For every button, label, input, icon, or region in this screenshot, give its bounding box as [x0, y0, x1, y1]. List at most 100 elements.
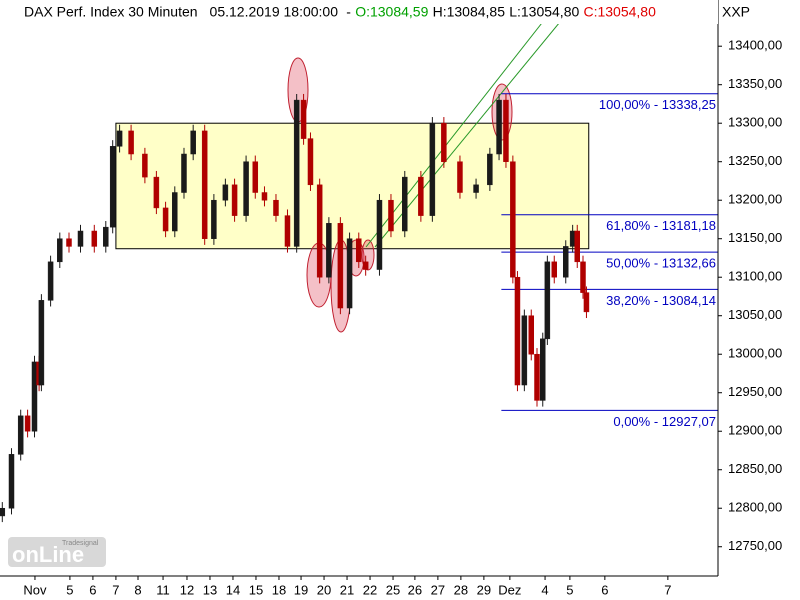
candle-body	[346, 238, 353, 309]
box-layer	[115, 122, 590, 250]
candle-body	[514, 276, 521, 386]
candle-body	[8, 454, 15, 509]
candle-body	[284, 215, 291, 247]
x-tick-label: 27	[431, 582, 445, 597]
y-tick-label: 13200,00	[728, 192, 782, 207]
candle-body	[172, 192, 178, 232]
candle-body	[563, 246, 569, 278]
candle-body	[66, 238, 72, 247]
y-tick-label: 13050,00	[728, 307, 782, 322]
candle-body	[551, 261, 558, 278]
quote-value: L:13054,80	[509, 4, 579, 20]
x-tick-label: 5	[66, 582, 73, 597]
logo-brand: Tradesignal	[62, 540, 99, 547]
candle-body	[337, 223, 344, 309]
logo-bg	[8, 537, 106, 567]
x-tick-label: 26	[408, 582, 422, 597]
x-tick-label: 18	[272, 582, 286, 597]
candle-body	[362, 261, 369, 270]
x-tick-label: 20	[317, 582, 331, 597]
quote-value: H:13084,85	[433, 4, 506, 20]
candle-body	[580, 261, 586, 293]
fib-label: 38,20% - 13084,14	[606, 293, 716, 308]
x-tick-label: 19	[294, 582, 308, 597]
candle-body	[77, 230, 84, 247]
candle-body	[31, 361, 38, 432]
candle-body	[181, 153, 187, 193]
y-tick-label: 12950,00	[728, 384, 782, 399]
candle-body	[116, 130, 123, 147]
candle-body	[222, 184, 229, 201]
candle-body	[162, 207, 169, 232]
x-tick-label: 8	[134, 582, 141, 597]
symbol: XXP	[722, 4, 750, 20]
candle-body	[38, 300, 45, 386]
trendline	[365, 0, 561, 248]
timestamp: 05.12.2019 18:00:00	[210, 4, 339, 20]
quote-value: O:13084,59	[355, 4, 428, 20]
candle-body	[47, 261, 54, 301]
candle-body	[24, 415, 31, 432]
x-tick-label: 15	[249, 582, 263, 597]
x-tick-label: 4	[541, 582, 548, 597]
candle-body	[534, 353, 540, 401]
y-tick-label: 13350,00	[728, 76, 782, 91]
candle-body	[17, 415, 24, 455]
candle-body	[273, 199, 279, 216]
x-tick-label: 29	[477, 582, 491, 597]
fib-label: 50,00% - 13132,66	[606, 256, 716, 271]
y-tick-label: 12900,00	[728, 423, 782, 438]
y-tick-label: 13150,00	[728, 230, 782, 245]
candle-body	[57, 238, 63, 263]
y-tick-label: 12750,00	[728, 538, 782, 553]
trendline	[374, 0, 579, 248]
chart-title: DAX Perf. Index 30 Minuten	[24, 4, 198, 20]
candle-body	[540, 338, 546, 401]
candle-body	[103, 226, 109, 247]
x-tick-label: 6	[89, 582, 96, 597]
candle-body	[574, 230, 581, 263]
candle-body	[473, 184, 479, 193]
fib-label: 100,00% - 13338,25	[599, 97, 716, 112]
candle-body	[528, 315, 535, 355]
x-tick-label: 22	[363, 582, 377, 597]
candle-body	[487, 153, 493, 186]
candle-body	[521, 315, 528, 386]
y-tick-label: 13100,00	[728, 269, 782, 284]
watermark-logo: Tradesignal onLine	[8, 537, 106, 567]
candle-body	[402, 176, 408, 232]
candle-body	[503, 99, 509, 162]
y-tick-label: 12800,00	[728, 500, 782, 515]
candle-body	[243, 161, 249, 216]
y-tick-label: 13250,00	[728, 153, 782, 168]
candle-body	[231, 184, 238, 216]
candle-body	[496, 99, 502, 155]
x-tick-label: 6	[601, 582, 608, 597]
range-box	[115, 122, 590, 250]
candle-body	[0, 507, 6, 517]
candle-body	[376, 199, 383, 270]
candle-body	[356, 238, 362, 263]
x-tick-label: 5	[566, 582, 573, 597]
y-tick-label: 12850,00	[728, 461, 782, 476]
x-tick-label: 13	[203, 582, 217, 597]
quote-value: C:13054,80	[583, 4, 656, 20]
fib-label: 0,00% - 12927,07	[613, 414, 716, 429]
x-tick-label: 28	[454, 582, 468, 597]
candle-body	[91, 230, 98, 247]
candle-body	[316, 184, 323, 278]
y-tick-label: 13400,00	[728, 38, 782, 53]
candle-body	[583, 292, 590, 313]
candle-body	[510, 161, 516, 278]
candle-body	[441, 122, 447, 162]
x-tick-label: 11	[156, 582, 170, 597]
candle-body	[153, 176, 160, 209]
candle-body	[457, 161, 463, 193]
candle-body	[190, 130, 196, 155]
candle-body	[201, 130, 208, 239]
candle-body	[544, 261, 551, 340]
x-tick-label: 21	[340, 582, 354, 597]
candle-body	[326, 223, 332, 278]
logo-name: onLine	[12, 542, 84, 567]
